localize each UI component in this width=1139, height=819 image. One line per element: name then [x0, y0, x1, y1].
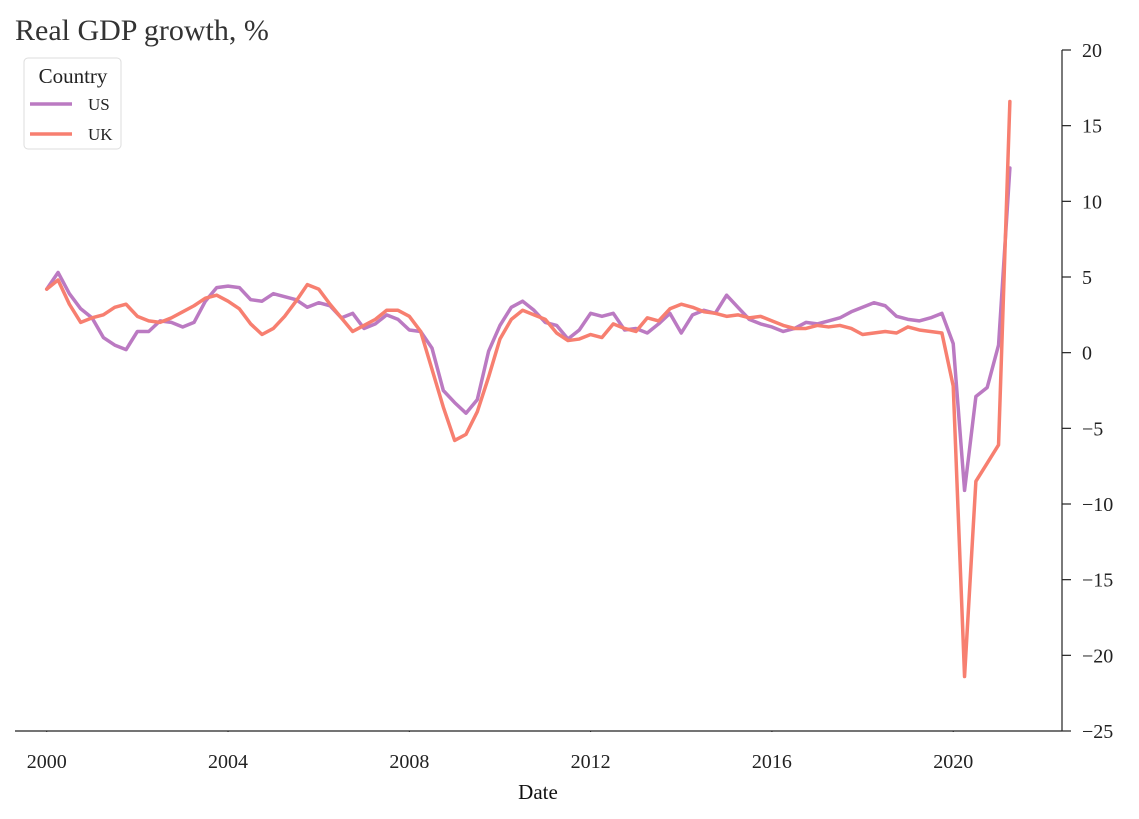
x-tick-label: 2012: [571, 751, 611, 773]
y-tick-label: 20: [1082, 40, 1102, 62]
legend-title: Country: [39, 64, 108, 88]
x-axis: 2000 2004 2008 2012 2016 2020: [15, 730, 1062, 773]
x-tick-label: 2020: [933, 751, 973, 773]
series-layer: [44, 99, 1012, 679]
chart-title: Real GDP growth, %: [15, 14, 269, 47]
y-tick-label: −5: [1082, 418, 1103, 440]
y-tick-label: −10: [1082, 494, 1113, 516]
legend-label-us: US: [88, 95, 110, 114]
y-tick-label: 15: [1082, 116, 1102, 138]
legend: Country US UK: [23, 57, 122, 150]
y-tick-label: 0: [1082, 343, 1092, 365]
y-tick-label: 5: [1082, 267, 1092, 289]
y-axis: 20 15 10 5 0 −5 −10 −15 −20 −25: [1061, 40, 1113, 743]
y-tick-label: −15: [1082, 570, 1113, 592]
series-line-uk: [44, 99, 1012, 679]
series-line-us: [44, 166, 1012, 493]
legend-items: US UK: [30, 95, 113, 144]
x-tick-label: 2000: [27, 751, 67, 773]
y-tick-label: 10: [1082, 191, 1102, 213]
x-tick-label: 2004: [208, 751, 248, 773]
x-axis-label: Date: [518, 780, 558, 804]
y-tick-label: −20: [1082, 645, 1113, 667]
x-tick-label: 2016: [752, 751, 792, 773]
legend-frame: [23, 57, 122, 150]
x-tick-label: 2008: [389, 751, 429, 773]
legend-label-uk: UK: [88, 125, 113, 144]
y-tick-label: −25: [1082, 721, 1113, 743]
